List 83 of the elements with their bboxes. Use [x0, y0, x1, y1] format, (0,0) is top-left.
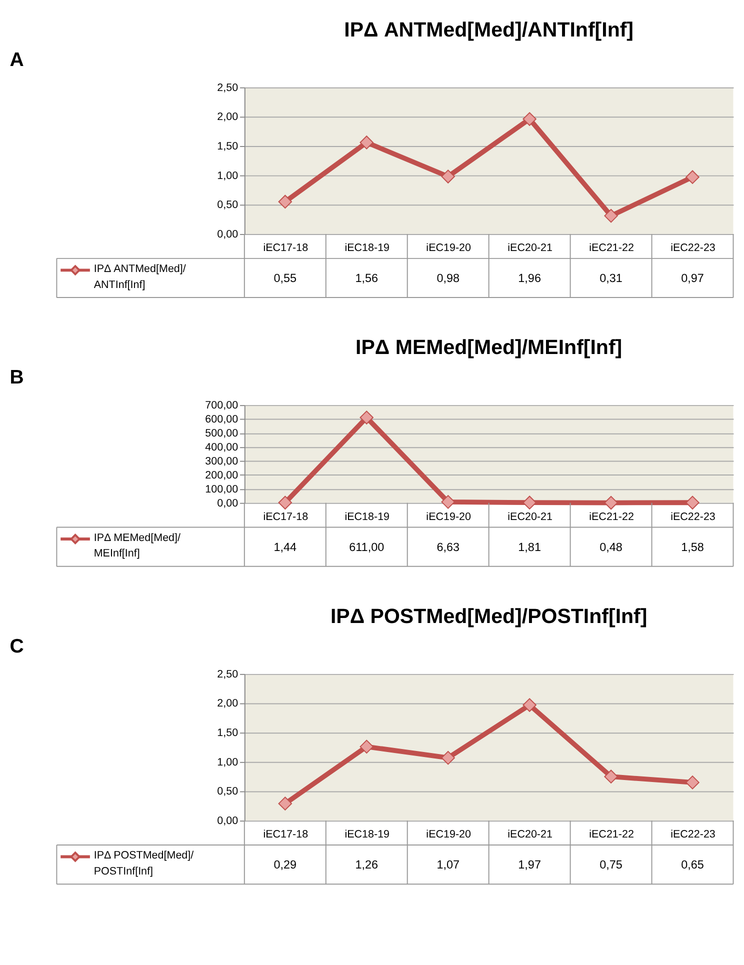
y-tick-label: 2,00	[217, 111, 238, 124]
data-label: 1,97	[518, 858, 541, 872]
data-label: 611,00	[349, 540, 385, 554]
text: A	[10, 48, 24, 71]
x-tick-label: iEC20-21	[508, 242, 552, 254]
y-tick-label: 0,50	[217, 199, 238, 212]
data-label: 0,48	[600, 540, 623, 554]
point	[441, 750, 455, 765]
x-tick-label: iEC21-22	[589, 510, 634, 523]
chart-title: IPΔ POSTMed[Med]/POSTInf[Inf]	[330, 605, 648, 628]
y-tick-label: 1,50	[217, 140, 238, 152]
text: B	[10, 366, 24, 389]
x-tick-label: iEC19-20	[426, 242, 472, 254]
y-tick-label: 300,00	[205, 455, 238, 468]
data-label: 6,63	[436, 540, 460, 554]
y-tick-label: 0,00	[217, 228, 238, 240]
point	[686, 776, 700, 790]
y-tick-label: 2,50	[217, 668, 238, 680]
data-label: 1,96	[518, 272, 541, 285]
point	[360, 740, 374, 754]
y-tick-label: 1,50	[217, 727, 238, 740]
point	[278, 194, 292, 209]
point	[441, 170, 455, 184]
data-label: 0,29	[274, 858, 297, 872]
data-label: 0,75	[600, 858, 623, 872]
y-tick-label: 1,00	[217, 756, 238, 768]
y-tick-label: 0,50	[217, 786, 238, 798]
x-tick-label: iEC21-22	[589, 242, 634, 254]
x-tick-label: iEC20-21	[508, 828, 552, 841]
x-tick-label: iEC19-20	[426, 510, 472, 523]
point	[360, 410, 374, 424]
x-tick-label: iEC22-23	[670, 242, 716, 254]
y-tick-label: 0,00	[217, 497, 238, 510]
x-tick-label: iEC17-18	[263, 510, 308, 523]
point	[522, 698, 536, 712]
y-tick-label: 2,50	[217, 82, 238, 94]
y-tick-label: 0,00	[217, 815, 238, 828]
data-label: 0,31	[600, 272, 622, 285]
chart-title: IPΔ MEMed[Med]/MEInf[Inf]	[356, 336, 622, 360]
y-tick-label: 500,00	[205, 427, 238, 440]
point	[278, 496, 292, 510]
data-label: 1,56	[355, 272, 378, 285]
x-tick-label: iEC22-23	[670, 510, 716, 523]
point	[278, 796, 292, 810]
x-tick-label: iEC19-20	[426, 828, 472, 841]
x-tick-label: iEC17-18	[263, 828, 308, 841]
y-tick-label: 100,00	[205, 483, 238, 496]
x-tick-label: iEC22-23	[670, 828, 716, 841]
x-tick-label: iEC21-22	[589, 828, 634, 841]
point	[522, 496, 536, 510]
data-label: 1,81	[518, 540, 541, 554]
y-tick-label: 1,00	[217, 170, 238, 182]
x-tick-label: iEC17-18	[263, 242, 308, 254]
x-tick-label: iEC18-19	[344, 828, 390, 841]
point	[604, 208, 618, 223]
data-label: 0,65	[681, 858, 704, 872]
x-tick-label: iEC18-19	[344, 242, 390, 254]
data-label: 0,98	[436, 272, 460, 285]
point	[360, 136, 374, 150]
point	[604, 496, 618, 510]
data-label: 1,07	[436, 858, 460, 872]
y-tick-label: 2,00	[217, 698, 238, 710]
point	[441, 495, 455, 509]
data-label: 0,97	[681, 272, 704, 285]
data-label: 1,26	[355, 858, 378, 872]
data-label: 1,58	[681, 540, 704, 554]
legend-label: IPΔ MEMed[Med]/MEInf[Inf]	[94, 532, 181, 560]
x-tick-label: iEC20-21	[508, 510, 552, 523]
point	[522, 112, 536, 126]
y-tick-label: 700,00	[205, 400, 238, 412]
y-tick-label: 200,00	[205, 469, 238, 482]
point	[686, 496, 700, 510]
y-tick-label: 400,00	[205, 441, 238, 454]
text: C	[10, 635, 24, 658]
point	[686, 170, 700, 184]
chart-title: IPΔ ANTMed[Med]/ANTInf[Inf]	[344, 18, 634, 42]
legend-label: IPΔ POSTMed[Med]/POSTInf[Inf]	[94, 850, 194, 878]
data-label: 0,55	[274, 272, 298, 285]
legend-label: IPΔ ANTMed[Med]/ANTInf[Inf]	[94, 263, 186, 291]
x-tick-label: iEC18-19	[344, 510, 390, 523]
data-label: 1,44	[274, 540, 298, 554]
y-tick-label: 600,00	[205, 413, 238, 426]
point	[604, 770, 618, 784]
